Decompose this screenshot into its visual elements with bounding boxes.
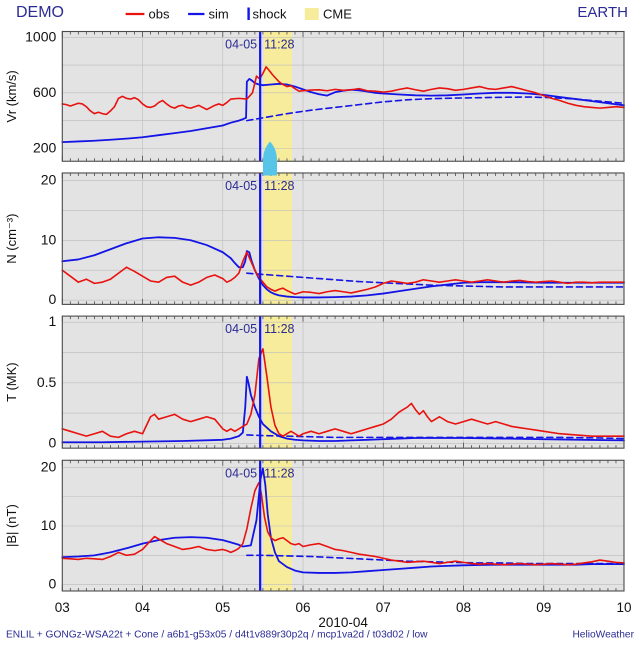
svg-text:HelioWeather: HelioWeather xyxy=(572,629,634,640)
svg-text:11:28: 11:28 xyxy=(264,179,294,193)
svg-text:|B| (nT): |B| (nT) xyxy=(4,504,19,547)
svg-text:07: 07 xyxy=(376,600,391,615)
svg-text:0: 0 xyxy=(49,576,57,592)
svg-text:03: 03 xyxy=(55,600,70,615)
svg-text:0.5: 0.5 xyxy=(37,374,57,390)
svg-text:09: 09 xyxy=(536,600,551,615)
svg-text:2010-04: 2010-04 xyxy=(318,615,368,630)
svg-text:11:28: 11:28 xyxy=(264,322,294,336)
svg-text:sim: sim xyxy=(209,7,229,22)
svg-text:DEMO: DEMO xyxy=(16,4,64,21)
svg-text:EARTH: EARTH xyxy=(577,4,628,21)
svg-text:10: 10 xyxy=(41,517,57,533)
svg-text:10: 10 xyxy=(616,600,631,615)
svg-text:T (MK): T (MK) xyxy=(4,362,19,401)
svg-text:08: 08 xyxy=(456,600,471,615)
svg-text:0: 0 xyxy=(49,434,57,450)
svg-text:04-05: 04-05 xyxy=(225,38,257,52)
svg-text:200: 200 xyxy=(33,139,57,155)
svg-text:Vr (km/s): Vr (km/s) xyxy=(4,70,19,122)
svg-text:N (cm⁻³): N (cm⁻³) xyxy=(4,214,19,264)
svg-text:0: 0 xyxy=(49,291,57,307)
svg-text:06: 06 xyxy=(296,600,311,615)
svg-text:shock: shock xyxy=(253,7,287,22)
svg-text:1000: 1000 xyxy=(25,28,56,44)
svg-text:600: 600 xyxy=(33,84,57,100)
svg-text:04-05: 04-05 xyxy=(225,322,257,336)
svg-text:04-05: 04-05 xyxy=(225,466,257,480)
svg-text:obs: obs xyxy=(149,7,170,22)
svg-text:04-05: 04-05 xyxy=(225,179,257,193)
svg-text:ENLIL + GONGz-WSA22t + Cone /: ENLIL + GONGz-WSA22t + Cone / a6b1-g53x0… xyxy=(6,629,428,640)
svg-text:20: 20 xyxy=(41,171,57,187)
svg-text:20: 20 xyxy=(41,458,57,474)
svg-text:11:28: 11:28 xyxy=(264,466,294,480)
svg-text:04: 04 xyxy=(135,600,151,615)
svg-text:CME: CME xyxy=(323,7,352,22)
svg-text:05: 05 xyxy=(215,600,230,615)
svg-text:10: 10 xyxy=(41,231,57,247)
svg-text:11:28: 11:28 xyxy=(264,38,294,52)
svg-text:1: 1 xyxy=(49,313,57,329)
